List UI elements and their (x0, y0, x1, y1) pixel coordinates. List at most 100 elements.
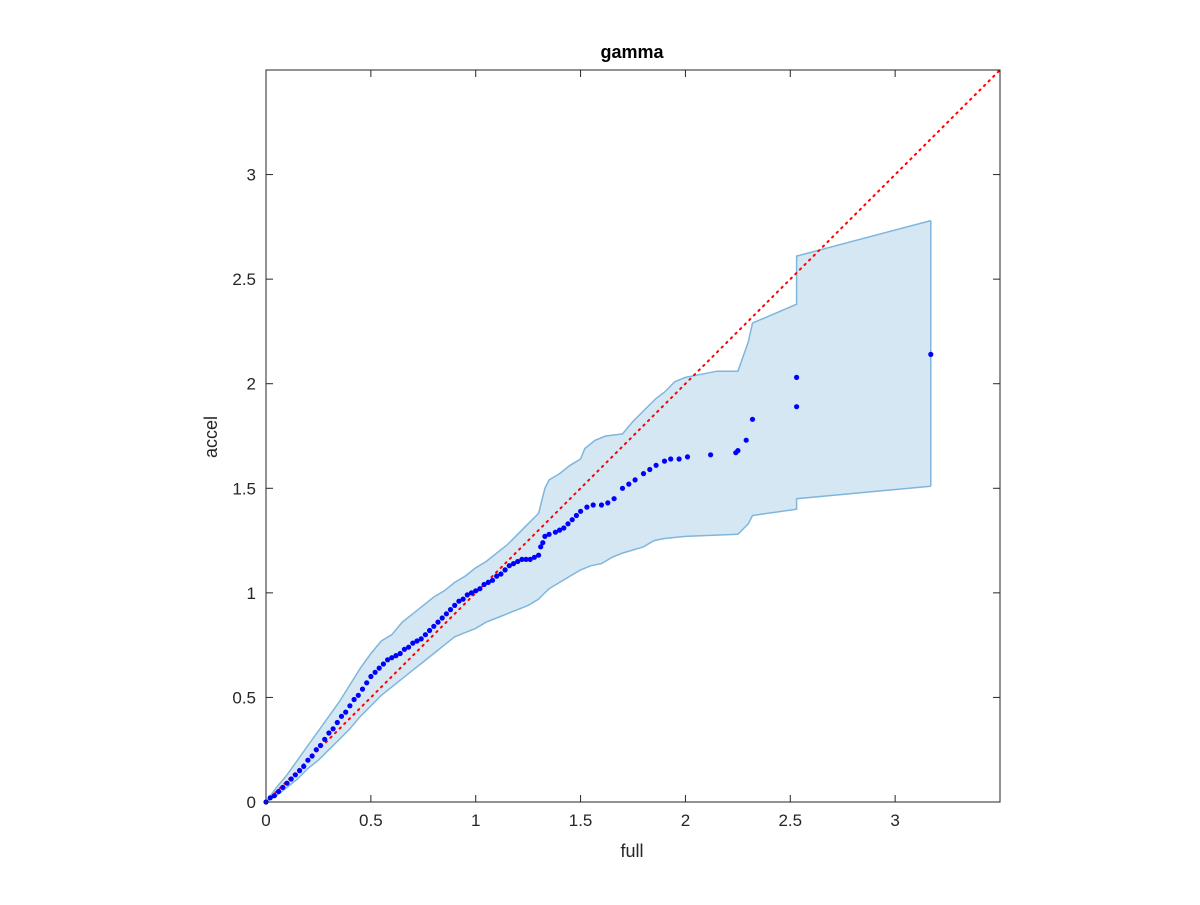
data-point (443, 611, 449, 617)
data-point (502, 567, 508, 573)
y-tick-label: 0 (247, 793, 256, 812)
data-point (498, 571, 504, 577)
data-point (460, 596, 466, 602)
data-point (661, 458, 668, 464)
data-point (626, 481, 632, 487)
data-point (481, 581, 487, 588)
data-point (343, 709, 349, 715)
data-point (561, 525, 567, 531)
data-point (584, 504, 590, 510)
data-point (418, 636, 424, 642)
y-tick-label: 3 (247, 166, 256, 185)
data-point (619, 485, 626, 491)
data-point (557, 527, 563, 533)
data-point (301, 763, 307, 770)
data-point (297, 768, 303, 774)
data-point (542, 533, 548, 540)
x-tick-label: 1 (471, 811, 480, 830)
data-point (347, 703, 353, 709)
data-point (368, 673, 374, 680)
y-tick-label: 1 (247, 584, 256, 603)
data-point (456, 598, 462, 604)
chart-title: gamma (600, 42, 664, 62)
data-point (401, 646, 407, 652)
data-point (569, 517, 575, 523)
data-point (598, 502, 605, 508)
data-point (552, 529, 559, 535)
data-point (410, 640, 416, 646)
data-point (271, 793, 277, 799)
data-point (647, 466, 653, 473)
data-point (435, 619, 441, 625)
confidence-band-layer (265, 219, 932, 803)
data-point (536, 552, 542, 558)
data-point (590, 502, 596, 508)
data-point (397, 650, 403, 657)
x-axis-label: full (620, 841, 643, 861)
data-point (676, 456, 682, 462)
data-point (414, 638, 420, 644)
data-point (743, 437, 749, 443)
x-tick-label: 0 (261, 811, 270, 830)
data-points-layer (263, 351, 934, 805)
data-point (489, 577, 496, 583)
y-tick-label: 2 (247, 375, 256, 394)
x-tick-label: 1.5 (569, 811, 593, 830)
data-point (611, 496, 617, 502)
data-point (464, 592, 470, 598)
y-tick-label: 0.5 (232, 688, 256, 707)
data-point (317, 742, 324, 749)
data-point (359, 686, 366, 692)
data-point (393, 653, 399, 659)
x-tick-label: 3 (890, 811, 899, 830)
data-point (515, 558, 521, 565)
data-point (280, 784, 286, 791)
data-point (708, 452, 714, 458)
data-point (292, 772, 298, 778)
y-tick-label: 2.5 (232, 270, 256, 289)
data-point (330, 726, 336, 732)
data-point (506, 563, 512, 569)
data-point (468, 590, 475, 596)
data-point (288, 776, 294, 782)
data-point (313, 747, 319, 753)
data-point (527, 556, 533, 563)
data-point (531, 554, 538, 560)
data-point (794, 374, 800, 380)
data-point (355, 692, 361, 698)
data-point (519, 556, 525, 563)
y-axis-label: accel (201, 416, 221, 458)
band-upper-edge (265, 219, 931, 803)
axes-layer: 0 0.5 1 1.5 2 2.5 3 0 0.5 1 1.5 2 2.5 3 (232, 69, 1001, 830)
data-point (276, 788, 282, 795)
data-point (605, 500, 611, 506)
data-point (284, 780, 290, 786)
data-point (510, 561, 517, 567)
data-point (684, 454, 691, 460)
reference-line (265, 69, 1001, 803)
data-point (578, 508, 584, 514)
data-point (473, 588, 479, 594)
x-tick-label: 2.5 (778, 811, 802, 830)
data-point (538, 544, 544, 550)
data-point (668, 456, 674, 462)
data-point (338, 713, 345, 719)
data-point (749, 416, 756, 422)
data-point (565, 521, 571, 527)
axes-box (265, 69, 1001, 803)
data-point (653, 462, 659, 468)
data-point (267, 795, 273, 801)
data-point (540, 540, 546, 546)
data-point (322, 736, 328, 742)
data-point (632, 477, 638, 483)
data-point (431, 623, 437, 629)
data-point (485, 579, 491, 586)
band-lower-edge (265, 485, 931, 803)
y-tick-label: 1.5 (232, 479, 256, 498)
data-point (406, 644, 412, 650)
data-point (422, 632, 428, 638)
data-point (640, 471, 647, 477)
data-point (385, 657, 391, 663)
data-point (447, 607, 454, 613)
